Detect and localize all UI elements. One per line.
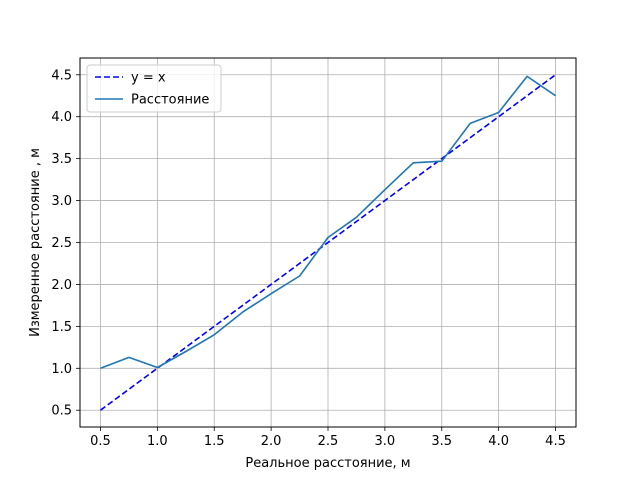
x-tick-label: 3.5 xyxy=(431,434,452,449)
x-tick-label: 1.5 xyxy=(204,434,225,449)
y-tick-label: 4.5 xyxy=(51,68,72,83)
x-tick-label: 3.0 xyxy=(375,434,396,449)
series-2-point xyxy=(299,275,301,277)
series-2-point xyxy=(526,76,528,78)
x-tick-label: 0.5 xyxy=(90,434,111,449)
series-2-point xyxy=(185,351,187,353)
x-axis-label: Реальное расстояние, м xyxy=(245,456,410,471)
series-2-point xyxy=(469,123,471,125)
y-tick-label: 3.5 xyxy=(51,152,72,167)
x-tick-label: 1.0 xyxy=(147,434,168,449)
series-2-point xyxy=(128,357,130,359)
series-2-point xyxy=(270,293,272,295)
y-tick-label: 0.5 xyxy=(51,404,72,419)
y-tick-label: 2.5 xyxy=(51,236,72,251)
series-2-point xyxy=(327,237,329,239)
y-tick-label: 2.0 xyxy=(51,278,72,293)
series-line-2 xyxy=(100,75,556,370)
series-2-point xyxy=(384,189,386,191)
series-1-point xyxy=(555,74,557,76)
legend-label-1: y = x xyxy=(131,71,166,86)
series-2-point xyxy=(100,367,102,369)
legend-box xyxy=(86,64,222,113)
series-1-point xyxy=(100,409,102,411)
y-axis-label: Измеренное расстояние , м xyxy=(28,148,43,337)
series-2-point xyxy=(242,311,244,313)
series-2-point xyxy=(413,162,415,164)
y-tick-label: 4.0 xyxy=(51,110,72,125)
x-tick-label: 2.0 xyxy=(261,434,282,449)
series-2-point xyxy=(157,367,159,369)
y-tick-label: 3.0 xyxy=(51,194,72,209)
series-2-point xyxy=(213,334,215,336)
series-2-point xyxy=(356,217,358,219)
series-2-point xyxy=(555,95,557,97)
y-tick-label: 1.0 xyxy=(51,362,72,377)
y-tick-label: 1.5 xyxy=(51,320,72,335)
series-line-1 xyxy=(100,74,556,411)
x-tick-label: 4.5 xyxy=(545,434,566,449)
legend-label-2: Расстояние xyxy=(131,93,209,108)
series-2-point xyxy=(498,112,500,114)
axis-ticks: 0.5 1.0 1.5 2.0 2.5 3.0 3.5 4.0 4.5 0.5 1.0 1.5 2.0 2… xyxy=(51,68,566,449)
x-tick-label: 2.5 xyxy=(318,434,339,449)
legend: y = x Расстояние xyxy=(86,64,222,113)
series-2-point xyxy=(441,160,443,162)
series-layer xyxy=(100,74,557,411)
x-tick-label: 4.0 xyxy=(488,434,509,449)
